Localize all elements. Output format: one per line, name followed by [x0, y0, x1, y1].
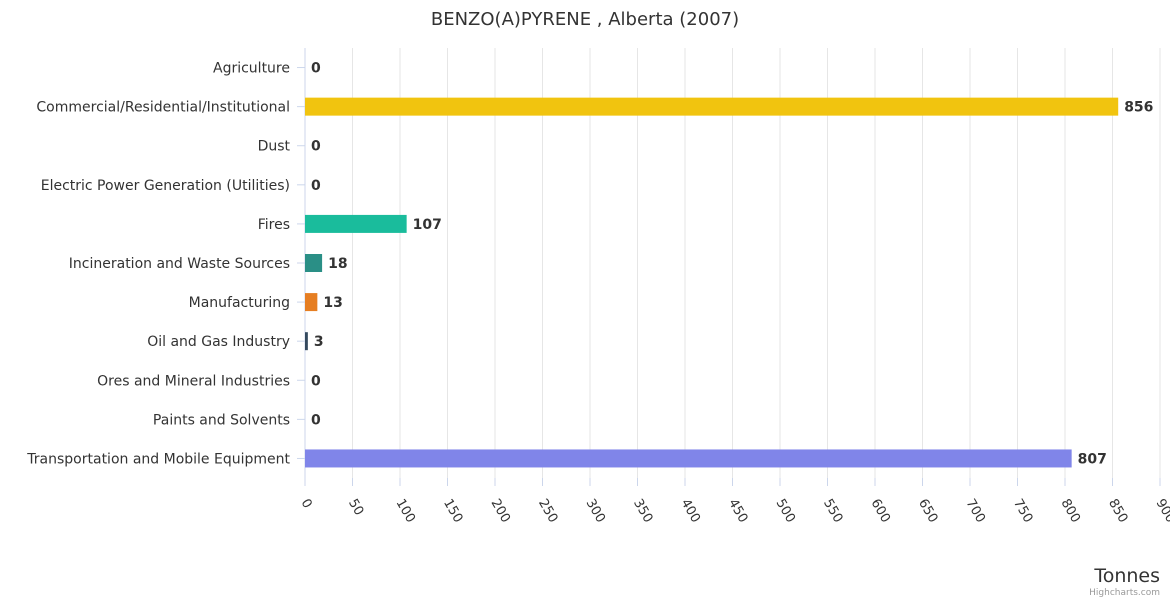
category-label: Paints and Solvents: [153, 412, 290, 428]
data-label: 0: [311, 412, 321, 428]
data-label: 18: [328, 256, 347, 272]
bar[interactable]: [305, 97, 1119, 116]
data-labels: 0 856 0 0 107 18 13 3 0 0 807: [311, 61, 1153, 468]
grid-lines: [304, 48, 1161, 486]
category-label: Oil and Gas Industry: [147, 334, 290, 350]
category-label: Fires: [258, 217, 290, 233]
x-axis-title: Tonnes: [1093, 565, 1160, 587]
category-label: Transportation and Mobile Equipment: [26, 451, 290, 467]
data-label: 0: [311, 61, 321, 77]
category-label: Manufacturing: [189, 295, 290, 311]
credits-link[interactable]: Highcharts.com: [1089, 588, 1160, 598]
category-label: Agriculture: [213, 61, 290, 77]
data-label: 856: [1124, 100, 1153, 116]
category-label: Incineration and Waste Sources: [69, 256, 290, 272]
bars: [305, 97, 1119, 468]
x-tick-label: 50: [345, 497, 366, 519]
bar[interactable]: [305, 214, 407, 233]
bar[interactable]: [305, 332, 308, 351]
category-label: Commercial/Residential/Institutional: [36, 100, 290, 116]
data-label: 3: [314, 334, 324, 350]
category-label: Electric Power Generation (Utilities): [41, 178, 290, 194]
category-labels: Agriculture Commercial/Residential/Instit…: [26, 61, 305, 467]
data-label: 107: [413, 217, 442, 233]
category-label: Ores and Mineral Industries: [97, 373, 290, 389]
chart-title: BENZO(A)PYRENE , Alberta (2007): [431, 9, 739, 30]
data-label: 0: [311, 139, 321, 155]
data-label: 0: [311, 373, 321, 389]
bar[interactable]: [305, 293, 318, 312]
data-label: 807: [1078, 451, 1107, 467]
data-label: 13: [323, 295, 342, 311]
data-label: 0: [311, 178, 321, 194]
bar[interactable]: [305, 254, 323, 272]
bar[interactable]: [305, 449, 1072, 468]
category-label: Dust: [258, 139, 291, 155]
